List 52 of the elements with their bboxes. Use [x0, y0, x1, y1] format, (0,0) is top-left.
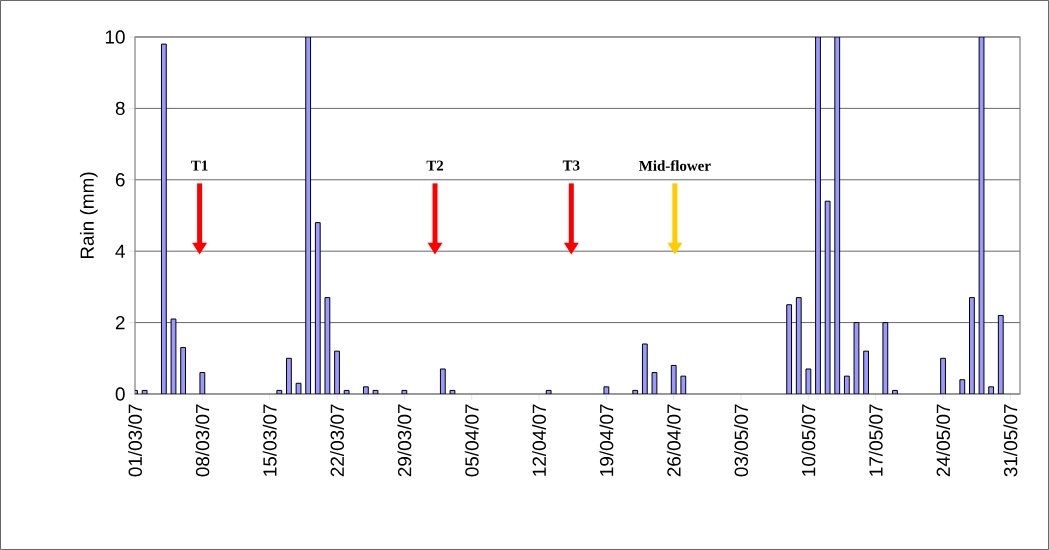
bar — [449, 389, 456, 394]
annotation: T2 — [426, 160, 444, 171]
bar — [959, 379, 966, 394]
bar — [651, 372, 658, 394]
bar — [276, 389, 283, 394]
annotation: Mid-flower — [639, 160, 711, 171]
bar — [334, 350, 340, 394]
x-tick-label: 08/03/07 — [195, 404, 210, 477]
x-tick-label: 29/03/07 — [397, 404, 412, 477]
bar — [401, 389, 408, 394]
bar — [141, 389, 148, 394]
bar — [343, 389, 350, 394]
annotation: T1 — [191, 160, 208, 171]
x-tick-label: 22/03/07 — [330, 404, 344, 477]
x-tick-label: 12/04/07 — [532, 404, 546, 476]
bar — [641, 343, 648, 394]
y-axis-title: Rain (mm) — [79, 172, 98, 259]
y-tick-label: 6 — [115, 173, 125, 187]
bar — [286, 357, 292, 394]
bar — [180, 347, 187, 394]
x-tick-label: 17/05/07 — [868, 404, 883, 476]
x-tick-label: 10/05/07 — [801, 404, 816, 476]
y-tick-label: 4 — [115, 244, 125, 258]
bar — [362, 386, 369, 394]
x-tick-label: 05/04/07 — [464, 404, 479, 477]
bar — [295, 382, 302, 394]
bar — [632, 389, 639, 394]
x-tick-label: 03/05/07 — [734, 404, 748, 477]
bar — [940, 357, 946, 394]
x-tick-label: 24/05/07 — [936, 404, 951, 477]
bar — [439, 368, 446, 394]
x-tick-label: 26/04/07 — [666, 404, 681, 477]
bar — [199, 372, 206, 394]
bar — [843, 375, 850, 394]
bar — [892, 389, 898, 394]
y-tick-label: 0 — [115, 387, 125, 401]
y-tick-label: 10 — [105, 30, 125, 44]
y-tick-label: 8 — [115, 101, 125, 116]
x-tick-label: 15/03/07 — [262, 404, 277, 476]
x-tick-label: 31/05/07 — [1003, 404, 1018, 477]
x-tick-label: 19/04/07 — [599, 404, 614, 476]
bar — [988, 386, 995, 394]
bar — [863, 350, 869, 394]
y-tick-label: 2 — [115, 315, 125, 330]
x-tick-label: 01/03/07 — [128, 404, 142, 477]
bar — [680, 375, 687, 394]
bar — [670, 364, 677, 394]
bar — [545, 389, 552, 394]
bar — [603, 386, 610, 394]
bar — [372, 389, 379, 394]
annotation: T3 — [562, 160, 580, 171]
bar — [805, 368, 812, 394]
